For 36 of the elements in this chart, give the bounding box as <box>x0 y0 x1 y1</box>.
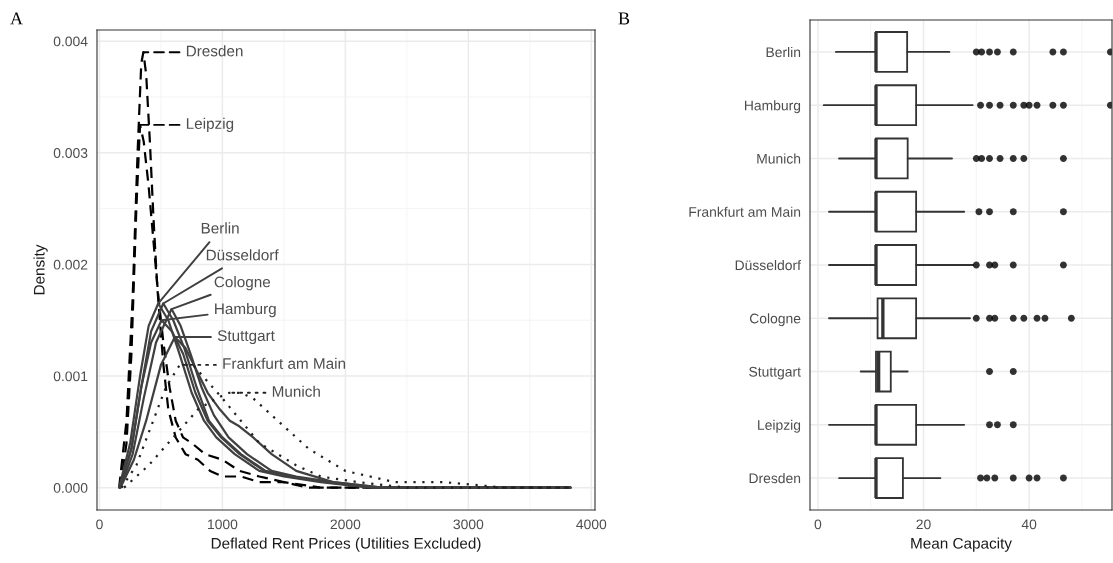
x-tick-label: 1000 <box>208 519 238 530</box>
y-tick-label: Frankfurt am Main <box>689 206 801 217</box>
x-tick-label: 40 <box>1021 519 1037 530</box>
y-tick-label: Leipzig <box>758 419 801 433</box>
legend-label: Dresden <box>186 45 243 57</box>
legend-label: Stuttgart <box>217 330 275 345</box>
legend-label: Hamburg <box>215 302 276 318</box>
y-tick-label: Stuttgart <box>749 366 801 380</box>
y-tick-label: Cologne <box>749 313 801 327</box>
text: Berlin <box>201 222 239 234</box>
y-tick-label: 0.004 <box>53 36 88 47</box>
text: Düsseldorf <box>206 249 279 261</box>
x-tick-label: 0 <box>814 519 822 530</box>
y-tick-label: Berlin <box>766 46 801 58</box>
x-tick-label: 20 <box>916 519 931 530</box>
y-tick-label: 0.001 <box>53 371 88 382</box>
text: B <box>618 12 630 25</box>
x-tick-label: 0 <box>96 519 103 530</box>
y-tick-label: Düsseldorf <box>735 259 801 271</box>
legend-label: Munich <box>272 385 320 397</box>
y-tick-label: 0.000 <box>53 483 88 493</box>
x-tick-label: 3000 <box>453 519 484 530</box>
x-tick-label: 4000 <box>576 519 607 530</box>
y-axis-title: Density <box>33 244 48 295</box>
chart-title: A <box>10 12 23 25</box>
legend-label: Frankfurt am Main <box>223 357 346 369</box>
y-tick-label: Munich <box>757 153 801 164</box>
legend-label: Leipzig <box>186 117 234 132</box>
text: Cologne <box>214 276 271 291</box>
y-tick-label: Dresden <box>749 473 801 484</box>
x-axis-title: Deflated Rent Prices (Utilities Excluded) <box>211 537 481 552</box>
x-axis-title: Mean Capacity <box>911 537 1012 552</box>
y-tick-label: 0.002 <box>53 259 88 270</box>
y-tick-label: Hamburg <box>744 100 801 114</box>
x-tick-label: 2000 <box>330 519 361 530</box>
y-tick-label: 0.003 <box>53 148 88 158</box>
